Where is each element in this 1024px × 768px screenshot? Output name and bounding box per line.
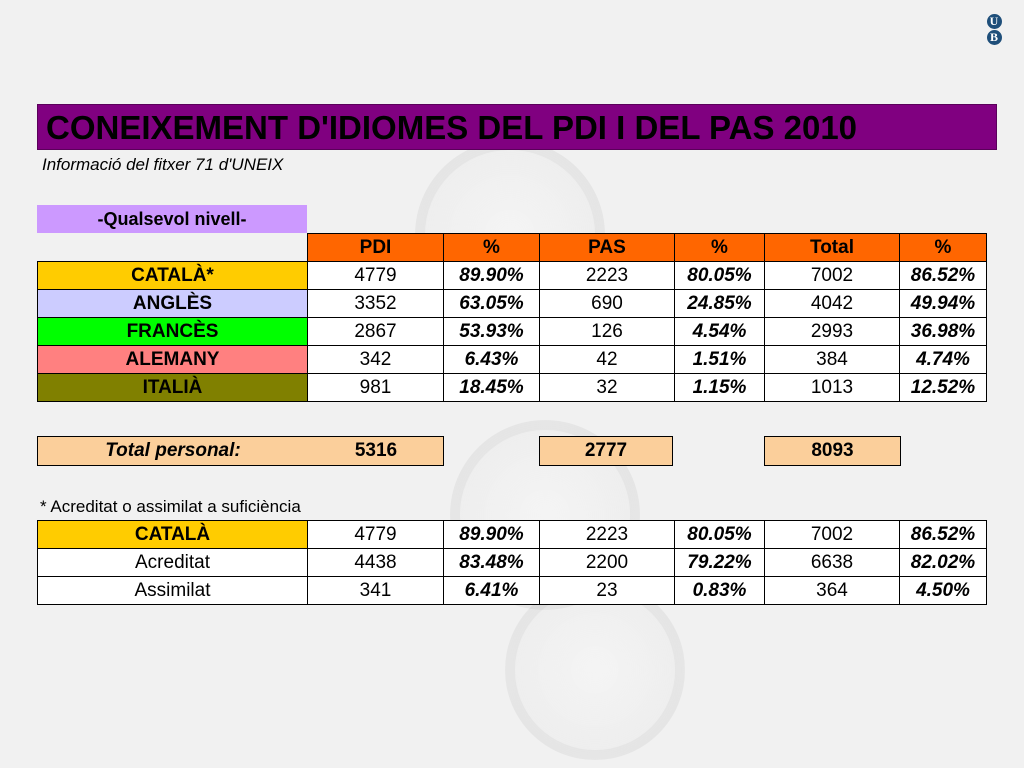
level-label: -Qualsevol nivell-	[37, 205, 307, 233]
cell-total: 2993	[764, 317, 900, 346]
ub-logo: U B	[984, 14, 1004, 45]
cell-total-percent: 4.74%	[899, 345, 987, 374]
page-title: CONEIXEMENT D'IDIOMES DEL PDI I DEL PAS …	[46, 109, 858, 146]
cell-pas-percent: 4.54%	[674, 317, 765, 346]
table-row-alemany: ALEMANY 342 6.43% 42 1.51% 384 4.74%	[37, 345, 987, 374]
cell-total: 384	[764, 345, 900, 374]
cell-total-percent: 36.98%	[899, 317, 987, 346]
cell-pas-percent: 79.22%	[674, 548, 765, 577]
breakdown-label-catala: CATALÀ	[37, 520, 308, 549]
cell-pdi: 981	[307, 373, 444, 402]
watermark-seal-bottom	[505, 580, 685, 760]
breakdown-row-assimilat: Assimilat 341 6.41% 23 0.83% 364 4.50%	[37, 576, 987, 605]
logo-letter-bottom: B	[986, 30, 1002, 45]
breakdown-label-acreditat: Acreditat	[37, 548, 308, 577]
cell-pas: 32	[539, 373, 675, 402]
cell-pdi-percent: 89.90%	[443, 261, 540, 290]
cell-pdi: 4779	[307, 520, 444, 549]
languages-table: PDI % PAS % Total % CATALÀ* 4779 89.90% …	[37, 233, 987, 402]
cell-pdi-percent: 89.90%	[443, 520, 540, 549]
breakdown-label-assimilat: Assimilat	[37, 576, 308, 605]
breakdown-row-acreditat: Acreditat 4438 83.48% 2200 79.22% 6638 8…	[37, 548, 987, 577]
cell-pdi: 4779	[307, 261, 444, 290]
column-header-pas-percent: %	[674, 233, 765, 262]
column-header-pas: PAS	[539, 233, 675, 262]
cell-pdi: 341	[307, 576, 444, 605]
column-header-total: Total	[764, 233, 900, 262]
cell-pdi: 2867	[307, 317, 444, 346]
cell-pdi-percent: 63.05%	[443, 289, 540, 318]
cell-total-percent: 4.50%	[899, 576, 987, 605]
title-banner: CONEIXEMENT D'IDIOMES DEL PDI I DEL PAS …	[37, 104, 997, 150]
column-header-pdi-percent: %	[443, 233, 540, 262]
total-personal-pdi: 5316	[354, 440, 398, 461]
breakdown-row-catala: CATALÀ 4779 89.90% 2223 80.05% 7002 86.5…	[37, 520, 987, 549]
cell-pas-percent: 1.51%	[674, 345, 765, 374]
cell-pas: 23	[539, 576, 675, 605]
column-header-total-percent: %	[899, 233, 987, 262]
cell-pas-percent: 80.05%	[674, 520, 765, 549]
total-personal-total: 8093	[764, 436, 901, 466]
cell-pas-percent: 24.85%	[674, 289, 765, 318]
table-row-angles: ANGLÈS 3352 63.05% 690 24.85% 4042 49.94…	[37, 289, 987, 318]
cell-total-percent: 86.52%	[899, 520, 987, 549]
cell-total: 7002	[764, 520, 900, 549]
cell-pas-percent: 1.15%	[674, 373, 765, 402]
cell-pdi-percent: 53.93%	[443, 317, 540, 346]
row-label-alemany: ALEMANY	[37, 345, 308, 374]
row-label-catala: CATALÀ*	[37, 261, 308, 290]
row-label-angles: ANGLÈS	[37, 289, 308, 318]
table-row-catala: CATALÀ* 4779 89.90% 2223 80.05% 7002 86.…	[37, 261, 987, 290]
cell-pas: 2200	[539, 548, 675, 577]
cell-pas: 42	[539, 345, 675, 374]
cell-pdi-percent: 83.48%	[443, 548, 540, 577]
cell-pas: 2223	[539, 520, 675, 549]
row-label-italia: ITALIÀ	[37, 373, 308, 402]
cell-pas: 126	[539, 317, 675, 346]
logo-letter-top: U	[986, 14, 1002, 29]
cell-pdi-percent: 18.45%	[443, 373, 540, 402]
cell-pdi: 342	[307, 345, 444, 374]
total-personal-pas: 2777	[539, 436, 673, 466]
table-row-frances: FRANCÈS 2867 53.93% 126 4.54% 2993 36.98…	[37, 317, 987, 346]
cell-pdi-percent: 6.43%	[443, 345, 540, 374]
column-header-pdi: PDI	[307, 233, 444, 262]
subtitle: Informació del fitxer 71 d'UNEIX	[42, 155, 284, 174]
cell-pdi: 4438	[307, 548, 444, 577]
total-personal-label: Total personal:	[105, 440, 241, 461]
cell-pas: 690	[539, 289, 675, 318]
cell-pas-percent: 80.05%	[674, 261, 765, 290]
cell-total: 364	[764, 576, 900, 605]
cell-total-percent: 12.52%	[899, 373, 987, 402]
footnote: * Acreditat o assimilat a suficiència	[40, 497, 301, 516]
cell-pdi: 3352	[307, 289, 444, 318]
cell-pas-percent: 0.83%	[674, 576, 765, 605]
total-personal-pdi-box: Total personal: 5316	[37, 436, 444, 466]
cell-total-percent: 86.52%	[899, 261, 987, 290]
cell-total: 6638	[764, 548, 900, 577]
cell-total: 1013	[764, 373, 900, 402]
header-corner	[38, 234, 308, 262]
cell-total-percent: 82.02%	[899, 548, 987, 577]
row-label-frances: FRANCÈS	[37, 317, 308, 346]
cell-total-percent: 49.94%	[899, 289, 987, 318]
table-row-italia: ITALIÀ 981 18.45% 32 1.15% 1013 12.52%	[37, 373, 987, 402]
cell-total: 7002	[764, 261, 900, 290]
table-header-row: PDI % PAS % Total %	[38, 233, 987, 262]
catala-breakdown-table: CATALÀ 4779 89.90% 2223 80.05% 7002 86.5…	[37, 520, 987, 605]
cell-pas: 2223	[539, 261, 675, 290]
cell-total: 4042	[764, 289, 900, 318]
cell-pdi-percent: 6.41%	[443, 576, 540, 605]
